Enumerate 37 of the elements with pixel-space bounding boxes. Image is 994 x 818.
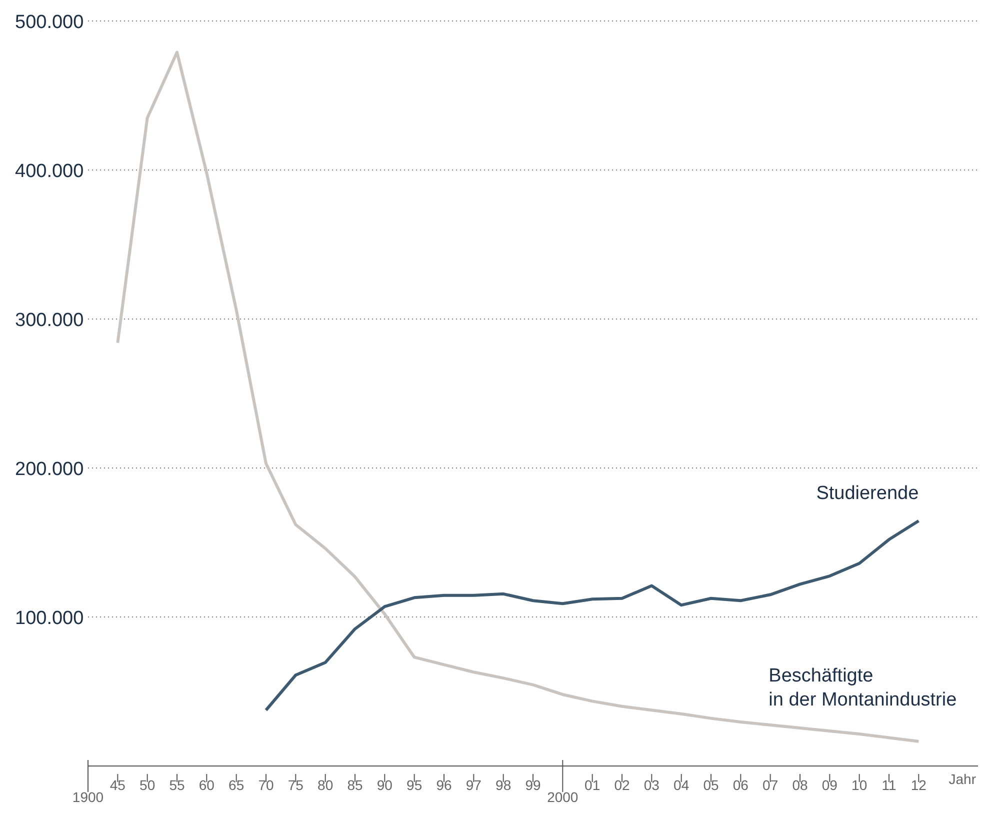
x-tick-label: 55	[169, 777, 185, 793]
x-tick-label: 2000	[547, 789, 578, 805]
series-label: Studierende	[816, 482, 919, 504]
x-tick-label: 1900	[72, 789, 104, 805]
x-tick-label: 02	[614, 777, 630, 793]
x-tick-label: 85	[347, 777, 363, 793]
series-label: Beschäftigte in der Montanindustrie	[768, 665, 957, 710]
y-tick-label: 100.000	[15, 608, 84, 629]
x-tick-label: 12	[910, 777, 927, 793]
x-axis-title: Jahr	[948, 771, 976, 787]
x-tick-label: 75	[288, 777, 304, 793]
x-tick-label: 11	[882, 777, 896, 793]
x-tick-label: 03	[644, 777, 660, 793]
y-tick-label: 500.000	[15, 12, 84, 33]
x-tick-label: 80	[318, 777, 334, 793]
x-tick-label: 06	[732, 777, 749, 793]
x-tick-label: 99	[525, 777, 541, 793]
x-tick-label: 97	[466, 777, 482, 793]
x-tick-label: 96	[436, 777, 452, 793]
y-tick-label: 400.000	[15, 161, 84, 182]
x-tick-label: 01	[584, 777, 600, 793]
x-tick-label: 08	[792, 777, 808, 793]
x-tick-label: 07	[762, 777, 778, 793]
x-tick-label: 70	[258, 777, 274, 793]
x-tick-label: 65	[228, 777, 244, 793]
x-tick-label: 50	[140, 777, 156, 793]
x-tick-label: 98	[496, 777, 512, 793]
x-tick-label: 05	[703, 777, 719, 793]
x-tick-label: 90	[376, 777, 393, 793]
x-tick-label: 95	[406, 777, 422, 793]
x-tick-label: 60	[198, 777, 215, 793]
x-tick-label: 09	[822, 777, 838, 793]
x-tick-label: 45	[110, 777, 126, 793]
x-tick-label: 10	[852, 777, 868, 793]
y-tick-label: 200.000	[15, 459, 84, 480]
x-tick-label: 04	[674, 777, 690, 793]
y-tick-label: 300.000	[15, 310, 84, 331]
